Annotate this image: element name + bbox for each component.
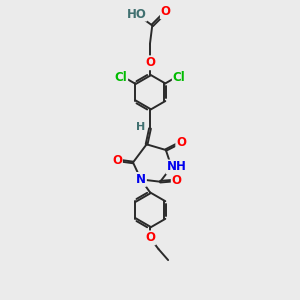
Text: N: N [136, 173, 146, 186]
Text: O: O [145, 231, 155, 244]
Text: Cl: Cl [173, 71, 186, 84]
Text: O: O [172, 174, 182, 187]
Text: H: H [136, 122, 145, 132]
Text: O: O [161, 5, 171, 18]
Text: NH: NH [167, 160, 186, 173]
Text: Cl: Cl [114, 71, 127, 84]
Text: O: O [176, 136, 186, 149]
Text: HO: HO [127, 8, 146, 21]
Text: O: O [112, 154, 122, 167]
Text: O: O [145, 56, 155, 69]
